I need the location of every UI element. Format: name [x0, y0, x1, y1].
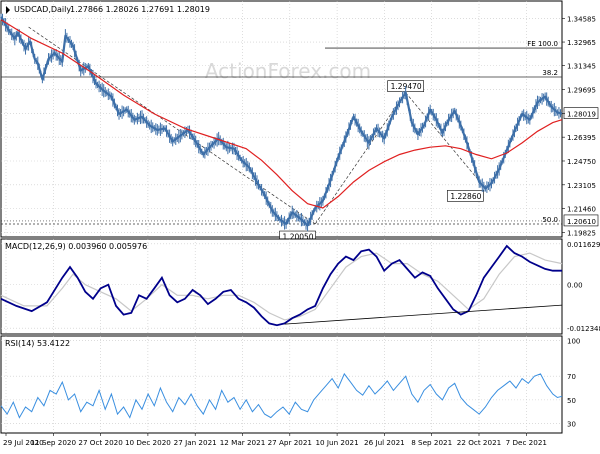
rsi-tick-label: 70 — [567, 373, 576, 381]
pivot-low-label-box — [447, 190, 484, 202]
price-series — [0, 13, 563, 232]
price-trendline — [405, 92, 486, 189]
price-gridlines — [1, 1, 562, 237]
header-ohlc: 1.27866 1.28026 1.27691 1.28019 — [70, 5, 210, 14]
price-tick-label: 1.32965 — [567, 39, 596, 47]
x-tick-label: 27 Jan 2021 — [174, 438, 217, 447]
fib382-label: 38.2 — [542, 69, 558, 77]
level-120610-box — [563, 214, 599, 227]
last-price-box — [563, 107, 599, 119]
price-axis-ticks: 1.34585 1.32965 1.31345 1.29695 1.28019 1.263… — [562, 16, 599, 237]
x-tick-label: 7 Dec 2021 — [506, 438, 547, 447]
x-tick-label: 11 Sep 2020 — [31, 438, 77, 447]
x-tick-label: 29 Jul 2020 — [3, 438, 44, 447]
rsi-tick-label: 30 — [567, 421, 576, 429]
x-tick-label: 10 Dec 2020 — [125, 438, 171, 447]
rsi-title: RSI(14) 53.4122 — [5, 339, 70, 348]
rsi-gridlines — [1, 336, 562, 433]
x-tick-label: 12 Mar 2021 — [220, 438, 266, 447]
macd-line — [0, 244, 562, 327]
pivot-low-label: 1.22860 — [450, 192, 481, 201]
price-tick-label: 1.21460 — [567, 206, 596, 214]
rsi-panel-frame — [0, 335, 563, 434]
pivot-high-label: 1.29470 — [391, 82, 422, 91]
x-tick-label: 22 Oct 2021 — [457, 438, 501, 447]
price-panel: ActionForex.com FE 100.0 38.2 50.0 1.29470 1… — [0, 0, 599, 243]
price-tick-label: 1.23105 — [567, 182, 596, 190]
x-tick-label: 27 Apr 2021 — [268, 438, 312, 447]
rsi-axis-ticks: 100 70 50 30 — [567, 338, 580, 429]
x-tick-label: 26 Jul 2021 — [364, 438, 405, 447]
rsi-panel: 100 70 50 30 RSI(14) 53.4122 — [0, 335, 580, 434]
macd-panel-frame — [0, 238, 563, 335]
macd-trendline — [284, 304, 563, 325]
rsi-series — [0, 372, 563, 419]
price-tick-label: 1.28019 — [567, 111, 596, 119]
watermark-text: ActionForex.com — [205, 59, 371, 83]
x-tick-label: 8 Sep 2021 — [411, 438, 452, 447]
rsi-tick-label: 50 — [567, 397, 576, 405]
header-symbol: USDCAD,Daily — [14, 5, 71, 14]
macd-tick-label: -0.012348 — [567, 325, 600, 333]
rsi-tick-label: 100 — [567, 338, 580, 346]
fib50-label: 50.0 — [542, 216, 558, 224]
price-tick-label: 1.24750 — [567, 158, 596, 166]
price-tick-label: 1.31345 — [567, 63, 596, 71]
price-tick-label: 1.34585 — [567, 16, 596, 24]
x-tick-label: 27 Oct 2020 — [78, 438, 123, 447]
header-arrow-icon — [6, 6, 10, 14]
x-tick-label: 10 Jun 2021 — [315, 438, 358, 447]
macd-gridlines — [1, 239, 562, 334]
macd-tick-label: 0.011629 — [567, 241, 600, 249]
pivot-low-2021-label: 1.20050 — [283, 233, 314, 242]
price-tick-label: 1.26395 — [567, 134, 596, 142]
price-tick-label: 1.29695 — [567, 86, 596, 94]
macd-panel: 0.011629 0.00 -0.012348 MACD(12,26,9) 0.00… — [0, 238, 600, 335]
macd-axis-ticks: 0.011629 0.00 -0.012348 — [567, 241, 600, 333]
macd-series — [0, 244, 563, 327]
fe100-label: FE 100.0 — [527, 40, 558, 48]
price-tick-label: 1.19825 — [567, 229, 596, 237]
rsi-line — [0, 372, 563, 419]
macd-tick-label: 0.00 — [567, 282, 583, 290]
macd-title: MACD(12,26,9) 0.003960 0.005976 — [5, 242, 147, 251]
level-120610-label: 1.20610 — [567, 218, 596, 226]
moving-average-line — [0, 19, 563, 209]
